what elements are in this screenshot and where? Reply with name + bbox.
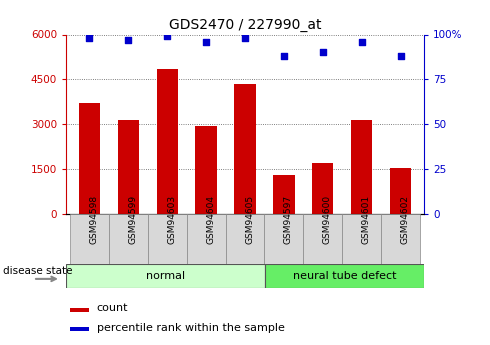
Text: GSM94602: GSM94602: [400, 195, 410, 244]
Bar: [79, 103, 100, 214]
Text: GSM94605: GSM94605: [245, 195, 254, 245]
Point: [202, 39, 210, 45]
Bar: [303, 214, 342, 264]
Bar: [381, 214, 420, 264]
Bar: [118, 120, 139, 214]
Point: [319, 50, 327, 55]
Bar: [312, 163, 334, 214]
Text: GSM94597: GSM94597: [284, 195, 293, 245]
Bar: [342, 214, 381, 264]
Bar: [265, 264, 424, 288]
Bar: [390, 168, 411, 214]
Point: [396, 53, 404, 59]
Point: [280, 53, 288, 59]
Bar: [70, 327, 89, 331]
Text: GSM94600: GSM94600: [323, 195, 332, 245]
Point: [163, 33, 171, 39]
Bar: [109, 214, 148, 264]
Text: percentile rank within the sample: percentile rank within the sample: [97, 323, 284, 333]
Point: [124, 37, 132, 43]
Bar: [66, 264, 265, 288]
Text: GSM94603: GSM94603: [167, 195, 176, 245]
Bar: [148, 214, 187, 264]
Text: disease state: disease state: [3, 266, 73, 276]
Bar: [70, 214, 109, 264]
Point: [241, 35, 249, 41]
Text: normal: normal: [146, 271, 185, 281]
Text: count: count: [97, 304, 128, 314]
Point: [86, 35, 94, 41]
Title: GDS2470 / 227990_at: GDS2470 / 227990_at: [169, 18, 321, 32]
Bar: [156, 69, 178, 214]
Bar: [351, 120, 372, 214]
Bar: [70, 308, 89, 312]
Text: neural tube defect: neural tube defect: [293, 271, 396, 281]
Text: GSM94604: GSM94604: [206, 195, 215, 244]
Bar: [234, 84, 256, 214]
Bar: [196, 126, 217, 214]
Text: GSM94598: GSM94598: [90, 195, 98, 245]
Bar: [273, 175, 294, 214]
Bar: [225, 214, 265, 264]
Text: GSM94601: GSM94601: [362, 195, 370, 245]
Bar: [265, 214, 303, 264]
Point: [358, 39, 366, 45]
Text: GSM94599: GSM94599: [128, 195, 137, 245]
Bar: [187, 214, 225, 264]
